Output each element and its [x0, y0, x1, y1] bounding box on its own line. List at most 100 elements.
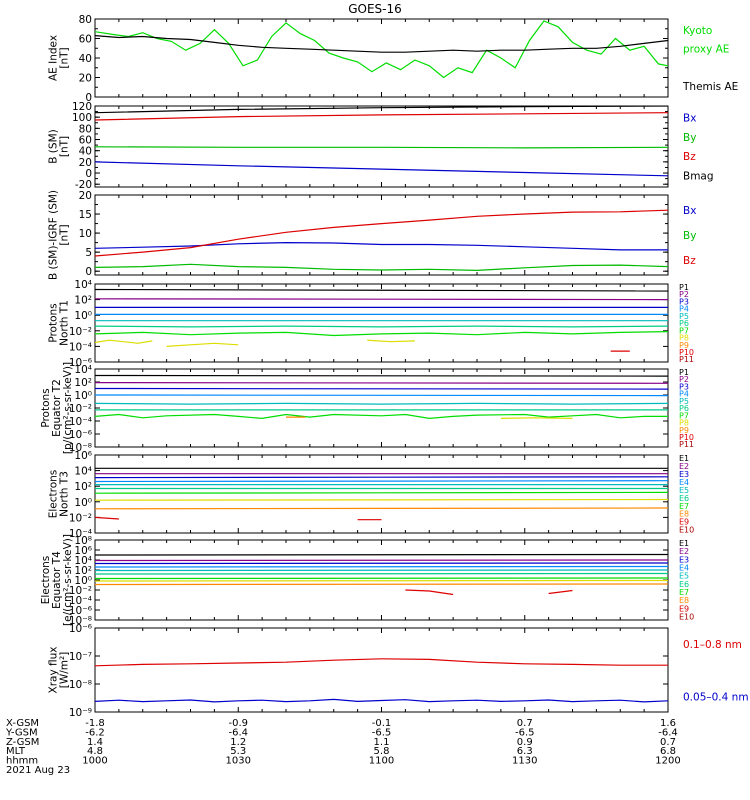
series-E6 — [95, 572, 668, 575]
time-row-label: hhmm — [6, 756, 38, 767]
time-row-value: -6.4 — [228, 727, 248, 738]
y-tick-label: 10⁻² — [69, 585, 92, 597]
legend-entry: E2 — [679, 547, 689, 556]
panel-bdiff: 0 5 10 15 20 B (SM)-IGRF (SM) [nT] Bx By Bz — [48, 190, 697, 280]
y-tick-label: 60 — [79, 135, 92, 147]
plot-title: GOES-16 — [348, 2, 402, 16]
y-tick-label: 100 — [72, 112, 92, 124]
legend-entry: P6 — [679, 319, 689, 328]
time-row-label: MLT — [6, 746, 26, 757]
time-row-label: Z-GSM — [6, 737, 39, 748]
y-tick-label: 10⁻⁷ — [69, 651, 92, 663]
y-tick-label: 10⁻⁴ — [69, 416, 92, 428]
y-tick-label: 15 — [79, 209, 92, 221]
series-P8 — [500, 417, 573, 419]
y-axis-label: Equator T2 — [51, 379, 63, 437]
series-0.1–0.8 nm — [95, 658, 668, 667]
legend-entry: E6 — [679, 580, 689, 589]
legend-entry: P11 — [679, 440, 694, 449]
y-axis-label: B (SM)-IGRF (SM) — [48, 190, 60, 280]
panel-frame — [94, 18, 669, 98]
legend-entry: Bz — [683, 151, 696, 163]
legend-entry: By — [683, 132, 696, 144]
y-tick-label: 40 — [79, 146, 92, 158]
y-tick-label: 10⁴ — [74, 279, 92, 291]
series-P1 — [95, 288, 668, 292]
legend-entry: P7 — [679, 411, 689, 420]
series-E8 — [95, 498, 668, 501]
series-P3 — [95, 387, 668, 390]
y-axis-label: North T1 — [59, 300, 71, 346]
legend-entry: E8 — [679, 510, 689, 519]
y-tick-label: 20 — [79, 157, 92, 169]
time-row-value: 4.8 — [87, 746, 103, 757]
y-tick-label: -20 — [75, 179, 92, 191]
y-tick-label: 10⁻⁴ — [69, 341, 92, 353]
y-tick-label: 10⁴ — [74, 466, 92, 478]
y-tick-label: 10⁰ — [74, 497, 92, 509]
series-E8 — [95, 579, 668, 582]
legend-entry: Bx — [683, 113, 696, 125]
legend-entry: P7 — [679, 326, 689, 335]
y-axis-label: Xray flux — [48, 647, 60, 694]
y-tick-label: 80 — [79, 123, 92, 135]
y-tick-label: 10⁻⁸ — [69, 442, 92, 454]
series-E2 — [95, 559, 668, 562]
y-tick-label: 10⁻⁶ — [69, 623, 92, 635]
series-E1 — [95, 553, 668, 556]
panel-frame — [94, 627, 669, 713]
y-tick-label: 10⁻⁴ — [69, 528, 92, 540]
legend-entry: P6 — [679, 404, 689, 413]
legend-entry: Bz — [683, 255, 696, 267]
legend-entry: P1 — [679, 283, 689, 292]
legend-entry: Bmag — [683, 170, 714, 182]
legend-entry: P3 — [679, 297, 689, 306]
y-tick-label: 10² — [74, 565, 92, 577]
time-row-label: X-GSM — [6, 718, 39, 729]
time-row-value: 1.4 — [87, 737, 103, 748]
y-tick-label: 120 — [72, 101, 92, 113]
time-row-value: 1.1 — [374, 737, 390, 748]
y-tick-label: 10⁻⁴ — [69, 595, 92, 607]
y-axis-label: B (SM) — [48, 129, 60, 163]
legend-entry: P9 — [679, 426, 689, 435]
time-row-value: -6.5 — [372, 727, 392, 738]
series-E10b — [548, 589, 573, 595]
y-tick-label: 10⁰ — [74, 390, 92, 402]
y-tick-label: 5 — [85, 247, 92, 259]
legend-entry: E3 — [679, 555, 689, 564]
legend-entry: 0.1–0.8 nm — [683, 639, 742, 651]
y-tick-label: 10² — [74, 377, 92, 389]
series-E3 — [95, 476, 668, 479]
series-Bz — [95, 209, 668, 257]
time-row-value: 1000 — [82, 756, 107, 767]
legend-entry: E5 — [679, 486, 689, 495]
y-tick-label: 0 — [85, 168, 92, 180]
time-row-value: 5.8 — [374, 746, 390, 757]
legend-entry: P9 — [679, 341, 689, 350]
y-tick-label: 10² — [74, 295, 92, 307]
series-P7 — [95, 413, 668, 420]
y-tick-label: 10² — [74, 481, 92, 493]
panel-xray: 10⁻⁶ 10⁻⁷ 10⁻⁸ 10⁻⁹ Xray flux [W/m²] 0.1–0.8 n… — [48, 623, 749, 719]
y-tick-label: 10⁻⁸ — [69, 679, 92, 691]
time-row-value: 1200 — [655, 756, 680, 767]
series-P1 — [95, 374, 668, 377]
time-row-value: 6.3 — [517, 746, 533, 757]
panel-frame — [94, 454, 669, 534]
y-tick-label: 40 — [79, 53, 92, 65]
y-axis-label: Equator T4 — [51, 551, 63, 609]
time-row-value: 6.8 — [660, 746, 676, 757]
y-axis-label: [p/(cm²-s-sr-keV)] — [62, 362, 74, 454]
legend-entry: E2 — [679, 462, 689, 471]
time-row-value: 1.2 — [230, 737, 246, 748]
legend-entry: 0.05–0.4 nm — [683, 691, 749, 703]
series-Bz — [95, 112, 668, 121]
panel-ae: 0 20 40 60 80 AE Index [nT] Kyoto proxy AE Themis… — [48, 14, 739, 104]
y-tick-label: 10⁻⁶ — [69, 605, 92, 617]
y-tick-label: 20 — [79, 190, 92, 202]
series-P5 — [95, 402, 668, 405]
